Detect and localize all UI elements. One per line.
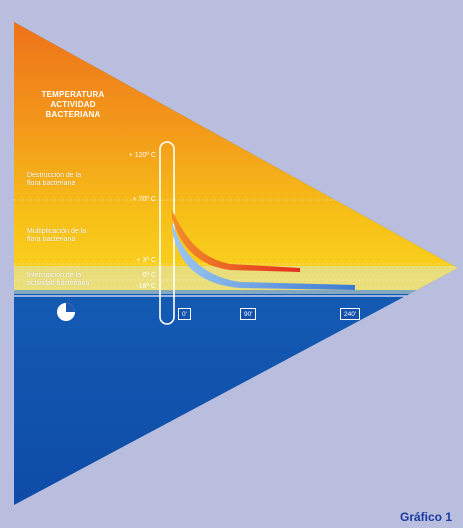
diagram-title: TEMPERATURA ACTIVIDAD BACTERIANA (33, 90, 113, 120)
title-line: TEMPERATURA (41, 90, 105, 99)
title-line: BACTERIANA (45, 110, 101, 119)
temp-tick-0: 0º C (142, 272, 156, 279)
zone-label-multiplication: Multiplicación de la flora bacteriana (27, 228, 87, 243)
figure-caption: Gráfico 1 (400, 510, 453, 524)
temp-tick-120: + 120º C (128, 152, 156, 159)
temp-tick-minus18: -18º C (136, 283, 156, 290)
time-label-90: 90' (240, 308, 257, 320)
temp-tick-3: + 3º C (136, 257, 156, 264)
clock-icon (57, 303, 75, 321)
temp-tick-70: + 70º C (132, 196, 156, 203)
zone-label-interruption: Interrupción de la actividad bacteriana (27, 272, 90, 287)
time-label-240: 240' (340, 308, 361, 320)
zone-label-destruction: Destrucción de la flora bacteriana (27, 172, 82, 187)
hot-cooling-curve (172, 210, 300, 272)
title-line: ACTIVIDAD (50, 100, 96, 109)
warm-region (14, 22, 458, 290)
time-label-0: 0' (178, 308, 191, 320)
